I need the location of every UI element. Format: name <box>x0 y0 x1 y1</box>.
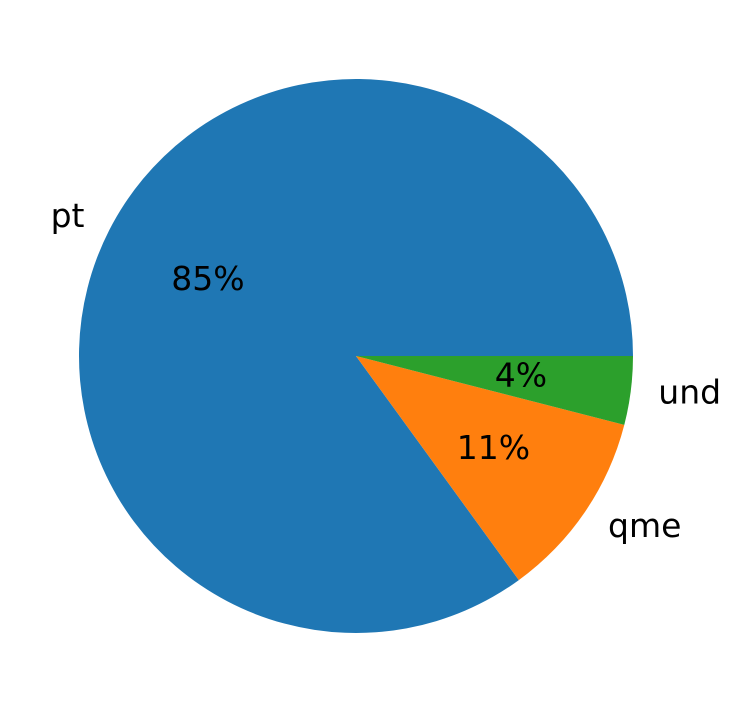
slice-label: pt <box>51 196 85 235</box>
value-label: 4% <box>495 355 547 394</box>
pie-slice <box>356 356 633 425</box>
pie-slice <box>79 79 633 633</box>
value-label: 11% <box>457 428 530 467</box>
slice-label: qme <box>608 506 681 545</box>
value-label: 85% <box>171 259 244 298</box>
pie-slice <box>356 356 625 581</box>
slice-label: und <box>658 373 721 412</box>
